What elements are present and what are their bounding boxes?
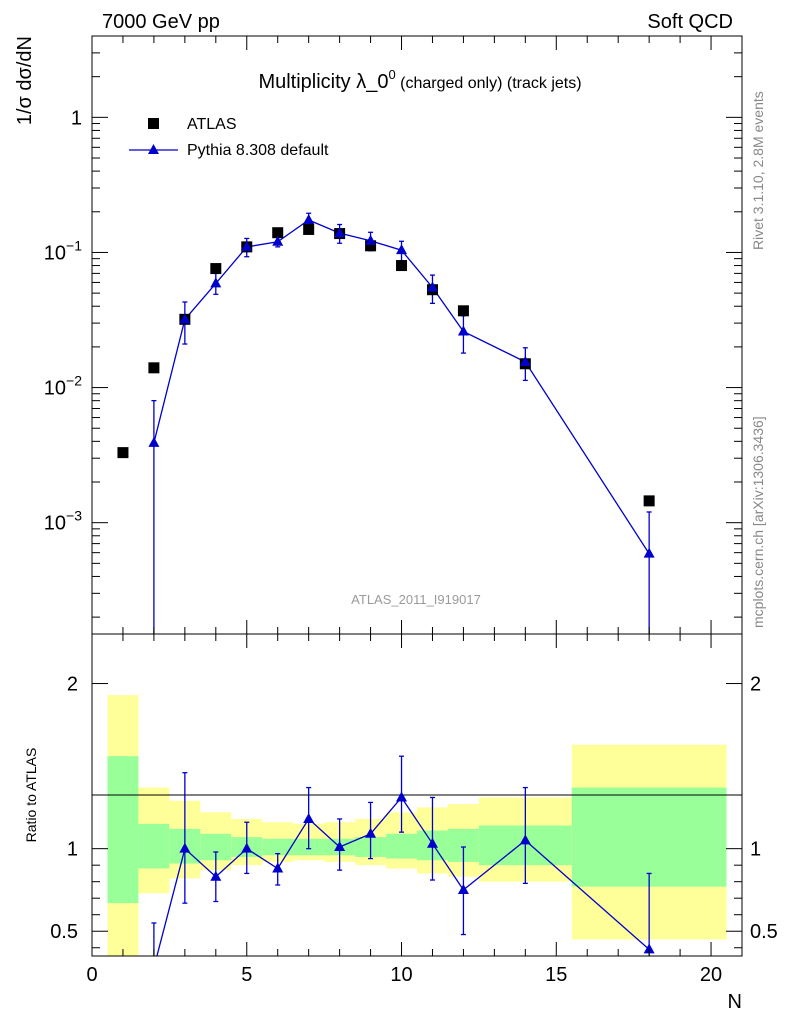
x-tick-label: 20	[700, 964, 722, 986]
main-panel: 1 10−1 10−2 10−3 1/σ dσ/dN Multiplicity λ_0…	[14, 35, 743, 635]
legend: ATLAS Pythia 8.308 default	[129, 116, 329, 159]
pythia-point	[519, 355, 531, 366]
ratio-point	[303, 812, 315, 823]
ratio-ytick-label: 0.5	[50, 921, 78, 943]
x-tick-label: 10	[390, 964, 412, 986]
ratio-point	[519, 834, 531, 845]
ratio-frame	[91, 633, 743, 957]
x-tick-label: 5	[241, 964, 252, 986]
pythia-point	[272, 235, 284, 246]
title-main: Multiplicity λ_0	[258, 71, 388, 93]
ratio-ytick-label-right: 1	[750, 839, 761, 861]
atlas-point	[210, 263, 222, 275]
ratio-point	[148, 962, 159, 972]
pythia-point	[643, 547, 655, 558]
x-axis-label: N	[728, 991, 742, 1013]
main-ytick-label: 10−2	[44, 373, 82, 400]
ratio-point	[643, 943, 655, 954]
main-ytick-label: 10−3	[44, 508, 82, 535]
title-sup: 0	[388, 67, 395, 82]
ratio-band-green	[138, 823, 170, 869]
header-right: Soft QCD	[647, 11, 733, 33]
pythia-point	[179, 313, 191, 324]
ratio-band-green	[386, 833, 417, 859]
ratio-point	[396, 791, 408, 802]
ratio-ytick-label: 1	[67, 839, 78, 861]
ratio-band-green	[107, 756, 139, 904]
ratio-point	[334, 841, 346, 852]
main-ytick-label: 10−1	[44, 237, 82, 264]
x-tick-label: 0	[86, 964, 97, 986]
pythia-point	[334, 227, 346, 238]
atlas-point	[457, 305, 469, 317]
ratio-point	[210, 870, 222, 881]
ratio-band-green	[262, 838, 294, 856]
pythia-point	[210, 277, 222, 288]
main-title: Multiplicity λ_00 (charged only) (track …	[258, 67, 581, 93]
legend-pythia-label: Pythia 8.308 default	[187, 142, 329, 159]
legend-atlas-marker	[148, 118, 159, 129]
title-rest: (charged only) (track jets)	[396, 75, 582, 92]
rivet-label: Rivet 3.1.10, 2.8M events	[750, 91, 766, 250]
ratio-ytick-label-right: 2	[750, 674, 761, 696]
x-tick-label: 15	[545, 964, 567, 986]
ratio-point	[179, 842, 191, 853]
pythia-point	[303, 213, 315, 224]
ratio-ytick-label: 2	[67, 674, 78, 696]
ratio-point	[272, 862, 284, 873]
ratio-point	[365, 827, 377, 838]
atlas-point	[365, 240, 377, 252]
ratio-ytick-label-right: 0.5	[750, 921, 778, 943]
atlas-point	[117, 447, 129, 459]
ratio-ylabel: Ratio to ATLAS	[23, 748, 39, 843]
ratio-band-green	[571, 787, 727, 887]
pythia-point	[148, 436, 160, 447]
ratio-point	[457, 883, 469, 894]
header-left: 7000 GeV pp	[102, 11, 220, 33]
atlas-point	[272, 227, 284, 239]
pythia-point	[241, 240, 253, 251]
watermark: ATLAS_2011_I919017	[351, 592, 481, 607]
ratio-series	[148, 755, 655, 972]
pythia-point	[426, 281, 438, 292]
ratio-point	[426, 837, 438, 848]
pythia-point	[365, 234, 377, 245]
pythia-point	[396, 244, 408, 255]
ratio-panel: 0 5 10 15 20 0.5 0.5 1 1 2 2 Ratio to ATLAS N	[23, 633, 778, 1013]
main-ylabel: 1/σ dσ/dN	[14, 36, 36, 125]
atlas-point	[643, 495, 655, 507]
legend-atlas-label: ATLAS	[187, 116, 237, 133]
source-label: mcplots.cern.ch [arXiv:1306.3436]	[750, 416, 766, 628]
pythia-point	[457, 325, 469, 336]
atlas-point	[148, 362, 160, 374]
atlas-point	[396, 260, 408, 272]
main-ytick-label: 1	[71, 107, 82, 129]
legend-pythia-marker	[148, 144, 159, 154]
atlas-point	[303, 223, 315, 235]
ratio-point	[241, 842, 253, 853]
